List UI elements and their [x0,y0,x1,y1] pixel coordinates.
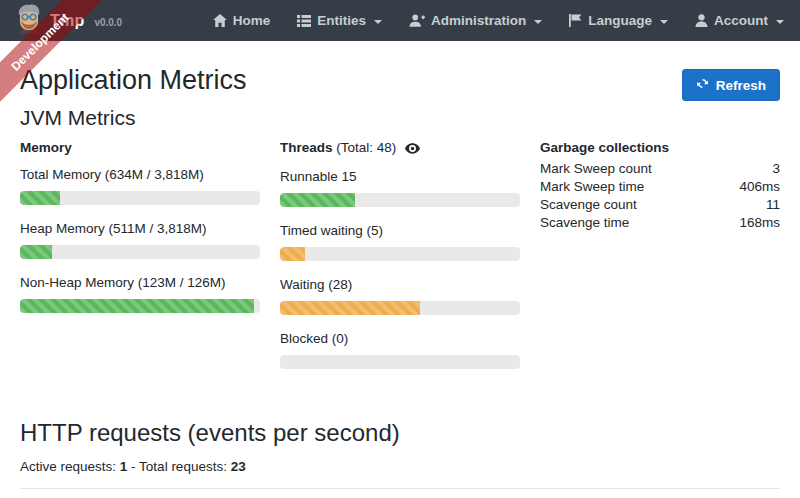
heap-memory-progress [20,245,260,259]
chevron-down-icon [776,20,784,24]
gc-row-marksweep-time: Mark Sweep time 406ms [540,178,780,196]
nav-label: Account [714,13,768,28]
timed-waiting-label: Timed waiting (5) [280,223,520,238]
runnable-label: Runnable 15 [280,169,520,184]
user-icon [695,14,708,27]
summary-separator: - [131,459,136,474]
total-memory-label: Total Memory (634M / 3,818M) [20,167,260,182]
brand-link[interactable]: Tmp v0.0.0 [16,4,122,38]
threads-title: Threads (Total: 48) [280,140,520,157]
non-heap-memory-label: Non-Heap Memory (123M / 126M) [20,275,260,290]
refresh-icon [696,77,709,93]
col-header-code: Code [20,489,142,498]
progress-fill [20,245,52,259]
gc-value: 11 [766,196,780,214]
progress-fill [20,191,60,205]
heap-memory-label: Heap Memory (511M / 3,818M) [20,221,260,236]
memory-column: Memory Total Memory (634M / 3,818M) Heap… [20,140,260,385]
gc-row-scavenge-time: Scavenge time 168ms [540,214,780,232]
waiting-progress [280,301,520,315]
nav-item-language[interactable]: Language [569,13,668,28]
active-requests-label: Active requests: [20,459,116,474]
gc-label: Mark Sweep time [540,178,644,196]
chevron-down-icon [534,20,542,24]
nav-menu: Home Entities Administration [213,13,784,28]
total-requests-label: Total requests: [139,459,227,474]
eye-icon[interactable] [405,142,420,157]
http-requests-title: HTTP requests (events per second) [20,419,780,447]
col-header-avg-1min: Average (1 min) [339,489,491,498]
nav-item-account[interactable]: Account [695,13,784,28]
jvm-metrics-title: JVM Metrics [20,106,780,130]
gc-value: 406ms [739,178,780,196]
threads-column: Threads (Total: 48) Runnable 15 Timed wa… [280,140,520,385]
waiting-label: Waiting (28) [280,277,520,292]
gc-row-marksweep-count: Mark Sweep count 3 [540,160,780,178]
progress-fill [280,247,305,261]
col-header-count: Count [142,489,248,498]
gc-value: 3 [772,160,780,178]
nav-label: Administration [431,13,526,28]
flag-icon [569,14,582,27]
threads-total-label: (Total: 48) [336,140,396,155]
col-header-avg-15min: Average (15 min) [636,489,780,498]
total-memory-progress [20,191,260,205]
nav-label: Language [588,13,652,28]
total-requests-value: 23 [231,459,246,474]
progress-fill [20,299,254,313]
blocked-progress [280,355,520,369]
col-header-mean: Mean [248,489,339,498]
http-requests-table: Code Count Mean Average (1 min) Average … [20,488,780,498]
gc-value: 168ms [739,214,780,232]
table-header-row: Code Count Mean Average (1 min) Average … [20,489,780,498]
refresh-label: Refresh [716,78,766,93]
gc-label: Mark Sweep count [540,160,652,178]
hipster-avatar-logo [16,4,42,38]
threads-title-label: Threads [280,140,333,155]
progress-fill [280,193,355,207]
gc-row-scavenge-count: Scavenge count 11 [540,196,780,214]
nav-item-home[interactable]: Home [213,13,271,28]
list-icon [297,15,311,27]
refresh-button[interactable]: Refresh [682,69,780,101]
gc-column: Garbage collections Mark Sweep count 3 M… [540,140,780,385]
nav-item-entities[interactable]: Entities [297,13,382,28]
runnable-progress [280,193,520,207]
memory-title: Memory [20,140,260,155]
chevron-down-icon [660,20,668,24]
navbar: Tmp v0.0.0 Home Entities [0,0,800,41]
non-heap-memory-progress [20,299,260,313]
blocked-label: Blocked (0) [280,331,520,346]
nav-label: Home [233,13,271,28]
http-requests-summary: Active requests: 1 - Total requests: 23 [20,459,780,474]
gc-title: Garbage collections [540,140,780,155]
gc-label: Scavenge count [540,196,637,214]
nav-item-administration[interactable]: Administration [409,13,542,28]
progress-fill [280,301,420,315]
chevron-down-icon [374,20,382,24]
home-icon [213,14,227,27]
timed-waiting-progress [280,247,520,261]
user-plus-icon [409,14,425,27]
nav-label: Entities [317,13,366,28]
col-header-avg-5min: Average (5 min) [491,489,635,498]
gc-label: Scavenge time [540,214,629,232]
brand-version: v0.0.0 [94,17,122,28]
page-title: Application Metrics [20,65,247,96]
active-requests-value: 1 [120,459,128,474]
brand-name: Tmp [50,12,84,30]
